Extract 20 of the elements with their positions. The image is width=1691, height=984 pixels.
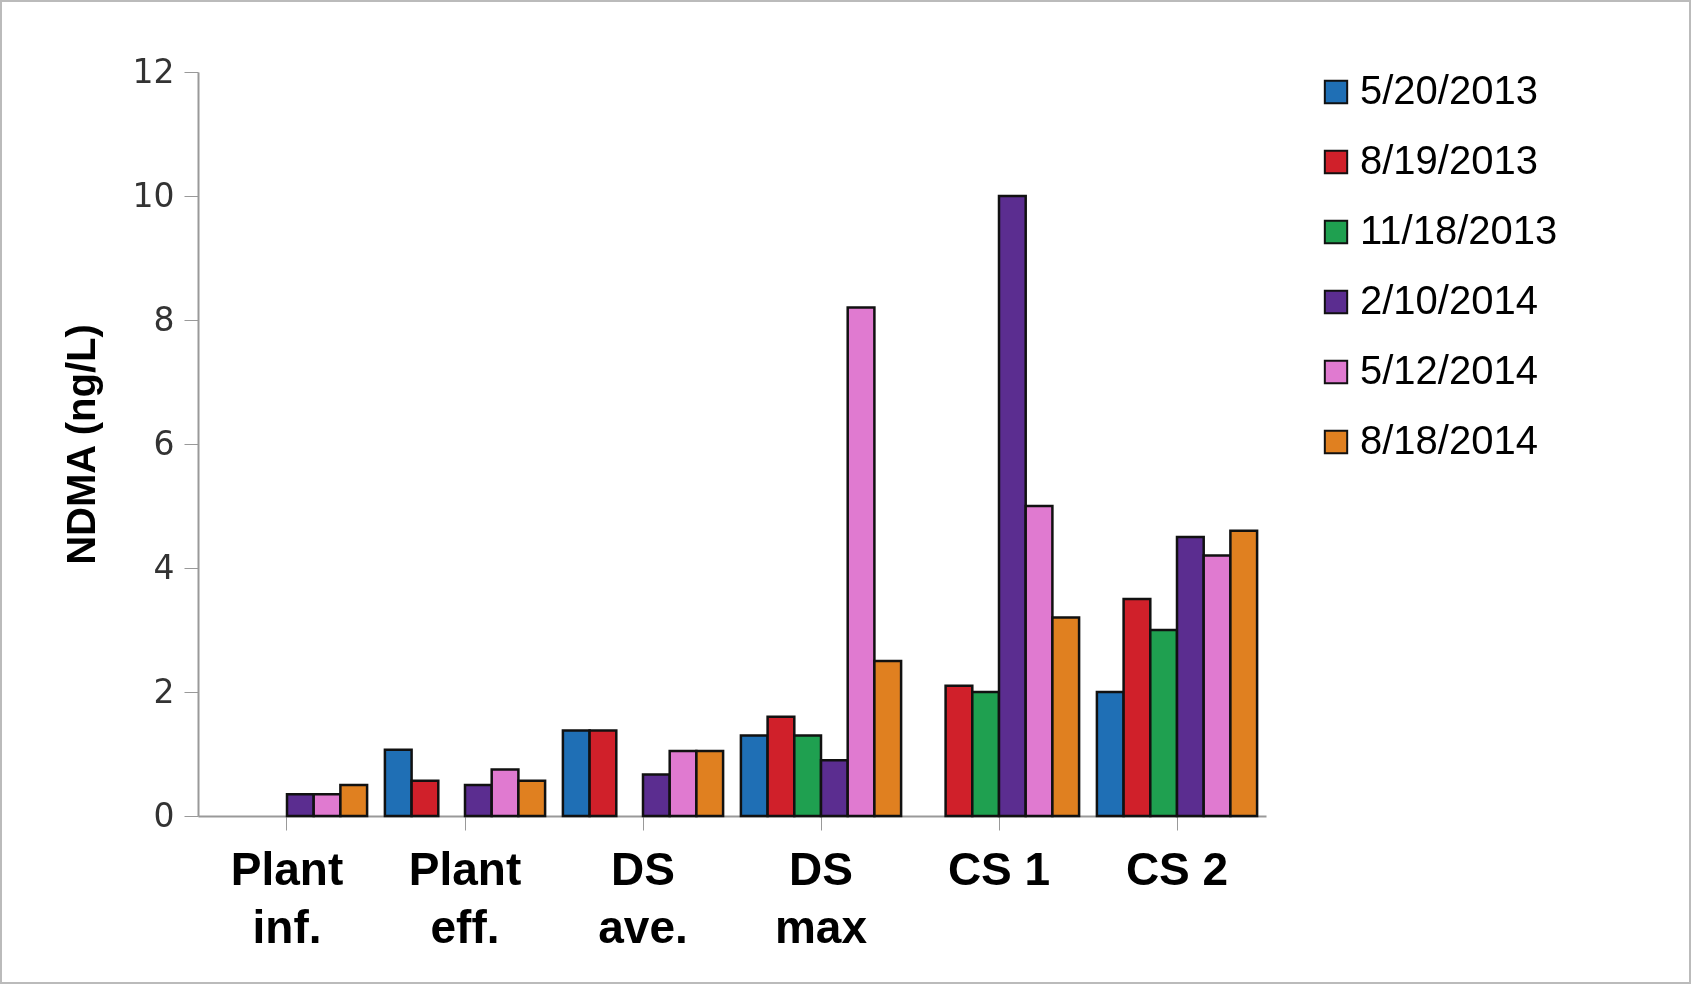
y-tick-label: 10 — [132, 175, 175, 215]
y-tick-label: 4 — [153, 547, 175, 587]
x-tick-label: Plant inf. — [230, 842, 344, 953]
legend-label: 5/20/2013 — [1360, 68, 1538, 112]
y-tick-label: 6 — [153, 423, 175, 463]
x-tick-label: DS max — [774, 842, 868, 953]
legend-label: 11/18/2013 — [1360, 208, 1558, 252]
legend-label: 2/10/2014 — [1360, 278, 1538, 322]
legend-label: 8/19/2013 — [1360, 138, 1538, 182]
y-tick-label: 0 — [153, 795, 175, 835]
y-axis-title: NDMA (ng/L) — [58, 324, 103, 565]
legend-label: 5/12/2014 — [1360, 348, 1538, 392]
x-tick-label: DS ave. — [598, 842, 688, 953]
x-tick-label: CS 2 — [1125, 842, 1229, 895]
legend-label: 8/18/2014 — [1360, 418, 1538, 462]
x-tick-label: Plant eff. — [408, 842, 522, 953]
y-tick-label: 8 — [153, 299, 175, 339]
y-tick-label: 2 — [153, 671, 175, 711]
x-tick-label: CS 1 — [947, 842, 1051, 895]
y-tick-label: 12 — [132, 51, 175, 91]
